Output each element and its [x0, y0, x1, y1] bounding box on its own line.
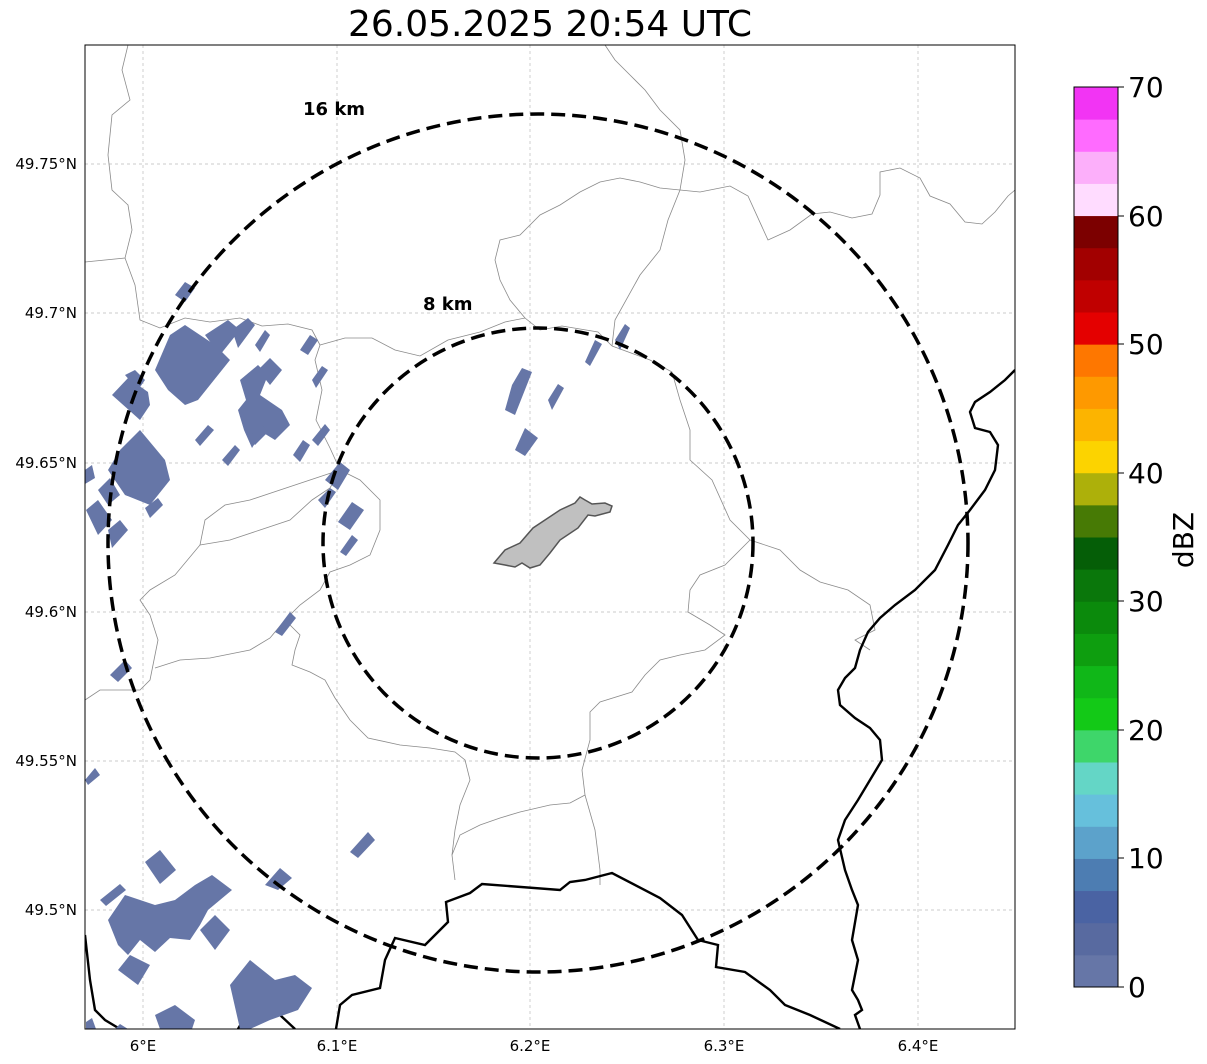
lat-tick-labels: 49.75°N 49.7°N 49.65°N 49.6°N 49.55°N 49… [15, 155, 77, 919]
colorbar-segment [1074, 312, 1118, 345]
lon-tick-label: 6.1°E [317, 1037, 358, 1055]
colorbar-segment [1074, 858, 1118, 892]
gridlines [85, 45, 1015, 1029]
lat-tick-label: 49.7°N [25, 304, 77, 322]
map-frame [84, 44, 1016, 1030]
colorbar-tick-label: 30 [1128, 585, 1164, 618]
map-title: 26.05.2025 20:54 UTC [347, 4, 753, 45]
colorbar-segment [1074, 922, 1118, 956]
colorbar-segment [1074, 954, 1118, 988]
lon-tick-label: 6°E [130, 1037, 157, 1055]
lat-tick-label: 49.6°N [25, 603, 77, 621]
colorbar-segment [1074, 826, 1118, 859]
colorbar-segment [1074, 151, 1118, 184]
colorbar-segment [1074, 344, 1118, 377]
colorbar-tick-label: 50 [1128, 328, 1164, 361]
lon-tick-labels: 6°E 6.1°E 6.2°E 6.3°E 6.4°E [130, 1037, 939, 1055]
colorbar-tick-label: 20 [1128, 714, 1164, 747]
lat-tick-label: 49.65°N [15, 454, 77, 472]
lat-tick-label: 49.5°N [25, 901, 77, 919]
colorbar-segment [1074, 215, 1118, 249]
lat-tick-label: 49.75°N [15, 155, 77, 173]
range-ring-16km [106, 112, 970, 974]
colorbar-segment [1074, 762, 1118, 795]
colorbar-segment [1074, 729, 1118, 763]
colorbar-segment [1074, 569, 1118, 602]
range-ring-label-8km: 8 km [423, 294, 473, 315]
lon-tick-label: 6.3°E [704, 1037, 745, 1055]
colorbar-segment [1074, 376, 1118, 409]
colorbar-segment [1074, 440, 1118, 474]
colorbar-segment [1074, 794, 1118, 827]
range-ring-8km [321, 326, 755, 760]
lat-tick-label: 49.55°N [15, 752, 77, 770]
colorbar-tick-label: 70 [1128, 71, 1164, 104]
range-rings [106, 112, 970, 974]
colorbar-segment [1074, 890, 1118, 924]
colorbar-tick-labels: 0 10 20 30 40 50 60 70 [1128, 71, 1164, 1004]
lon-tick-label: 6.2°E [510, 1037, 551, 1055]
colorbar-ticks [1118, 86, 1124, 988]
colorbar-tick-label: 60 [1128, 200, 1164, 233]
colorbar-segment [1074, 472, 1118, 506]
colorbar-segment [1074, 504, 1118, 538]
colorbar-tick-label: 40 [1128, 457, 1164, 490]
colorbar-segments [1074, 87, 1118, 988]
colorbar-label: dBZ [1167, 512, 1200, 568]
colorbar-segment [1074, 408, 1118, 442]
colorbar-segment [1074, 183, 1118, 217]
colorbar-tick-label: 10 [1128, 842, 1164, 875]
colorbar-segment [1074, 697, 1118, 731]
colorbar-segment [1074, 665, 1118, 699]
colorbar-segment [1074, 119, 1118, 152]
colorbar-segment [1074, 601, 1118, 634]
colorbar-segment [1074, 537, 1118, 570]
colorbar-frame [1073, 86, 1119, 988]
colorbar-tick-label: 0 [1128, 971, 1146, 1004]
colorbar-segment [1074, 279, 1118, 313]
lon-tick-label: 6.4°E [898, 1037, 939, 1055]
colorbar-segment [1074, 247, 1118, 281]
colorbar-segment [1074, 633, 1118, 667]
municipal-boundaries [85, 45, 1015, 885]
colorbar-segment [1074, 87, 1118, 120]
range-ring-label-16km: 16 km [303, 99, 365, 120]
city-area [492, 496, 613, 569]
